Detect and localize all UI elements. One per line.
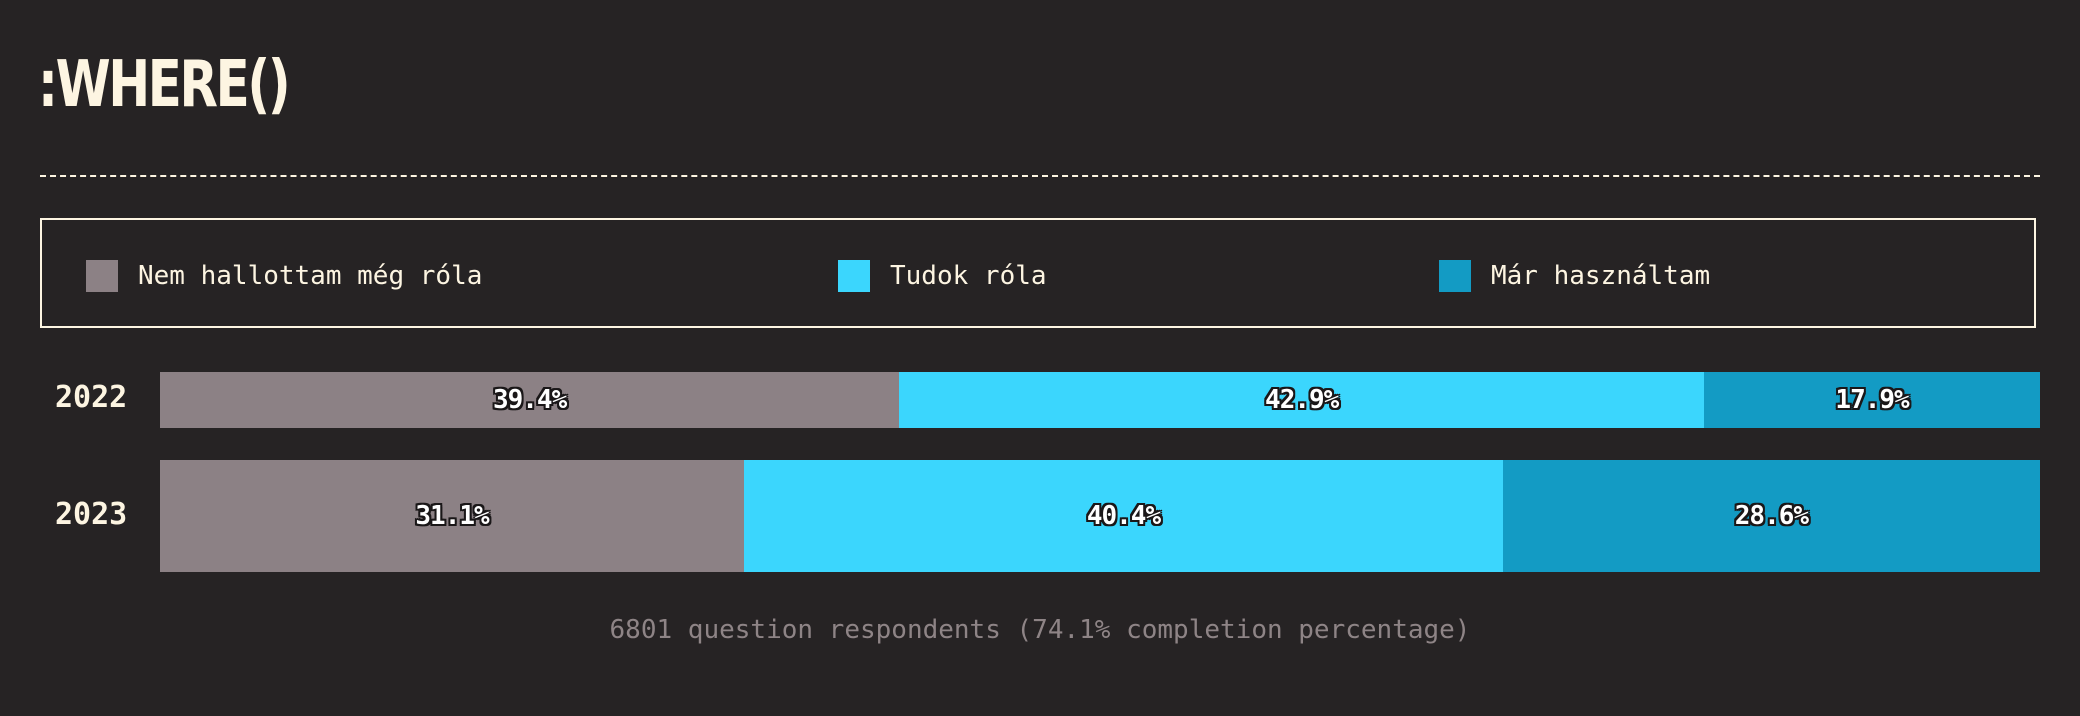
bar-row-2022: 39.4% 42.9% 17.9% <box>160 372 2040 428</box>
respondents-note: 6801 question respondents (74.1% complet… <box>609 615 1471 645</box>
legend-swatch-used <box>1439 260 1471 292</box>
legend-label-used: Már használtam <box>1491 261 1711 291</box>
legend-item-used[interactable]: Már használtam <box>1439 260 1710 292</box>
legend-item-never-heard[interactable]: Nem hallottam még róla <box>86 260 482 292</box>
bar-label-2023-used: 28.6% <box>1734 501 1809 531</box>
bar-segment-2023-never-heard[interactable]: 31.1% <box>160 460 745 572</box>
legend-swatch-never-heard <box>86 260 118 292</box>
bar-row-2023: 31.1% 40.4% 28.6% <box>160 460 2040 572</box>
legend-label-know-about: Tudok róla <box>890 261 1047 291</box>
legend-label-never-heard: Nem hallottam még róla <box>138 261 483 291</box>
bar-segment-2023-know-about[interactable]: 40.4% <box>744 460 1503 572</box>
chart-legend: Nem hallottam még róla Tudok róla Már ha… <box>40 218 2036 328</box>
bar-segment-2022-know-about[interactable]: 42.9% <box>899 372 1705 428</box>
bar-segment-2022-used[interactable]: 17.9% <box>1704 372 2040 428</box>
bar-segment-2022-never-heard[interactable]: 39.4% <box>160 372 900 428</box>
chart-title: :WHERE() <box>38 48 291 122</box>
bar-label-2022-know-about: 42.9% <box>1265 385 1339 415</box>
bar-label-2022-used: 17.9% <box>1835 385 1909 415</box>
year-label-2023: 2023 <box>55 497 128 532</box>
year-label-2022: 2022 <box>55 380 128 415</box>
dashed-divider <box>40 175 2040 177</box>
bar-label-2022-never-heard: 39.4% <box>492 385 567 415</box>
legend-item-know-about[interactable]: Tudok róla <box>838 260 1047 292</box>
legend-swatch-know-about <box>838 260 870 292</box>
bar-label-2023-never-heard: 31.1% <box>415 501 489 531</box>
bar-segment-2023-used[interactable]: 28.6% <box>1502 460 2040 572</box>
bar-label-2023-know-about: 40.4% <box>1086 501 1161 531</box>
